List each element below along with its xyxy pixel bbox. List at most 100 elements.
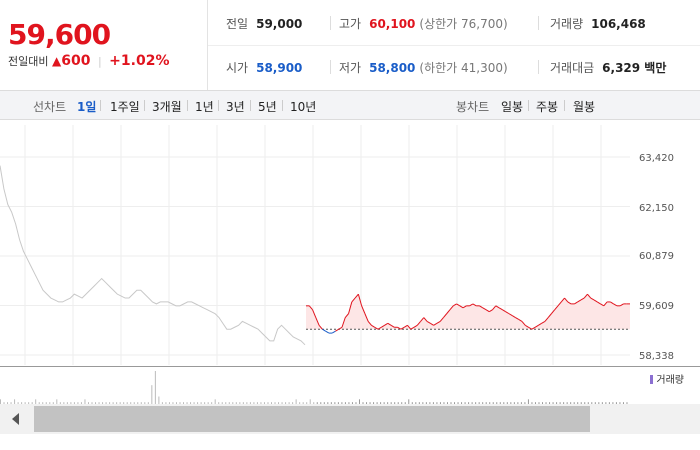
series-segment-up bbox=[364, 313, 369, 322]
volume-bar bbox=[267, 402, 269, 405]
volume-bar bbox=[168, 402, 170, 405]
low-value: 58,800 bbox=[369, 61, 416, 75]
volume-bar bbox=[341, 402, 343, 405]
series-segment-up bbox=[338, 326, 343, 330]
tab-period-5y[interactable]: 5년 bbox=[258, 100, 277, 114]
volume-bar bbox=[506, 402, 508, 405]
chart-period-bar: 선차트 1일 1주일 3개월 1년 3년 5년 10년 봉차트 일봉 주봉 월봉 bbox=[0, 91, 700, 120]
volume-bar bbox=[214, 399, 216, 405]
volume-bar bbox=[612, 402, 614, 405]
series-segment-up bbox=[498, 307, 503, 311]
series-segment-up bbox=[315, 317, 320, 326]
volume-bar bbox=[499, 402, 501, 405]
volume-bar bbox=[200, 402, 202, 405]
volume-bar bbox=[3, 402, 5, 405]
price-chart: 63,420 62,150 60,879 59,609 58,338 bbox=[0, 120, 700, 365]
volume-bar bbox=[598, 402, 600, 405]
divider bbox=[564, 100, 565, 111]
volume-bar bbox=[622, 402, 624, 405]
series-segment-up bbox=[603, 301, 608, 307]
series-segment-up bbox=[551, 309, 556, 314]
series-segment-down bbox=[322, 328, 326, 332]
divider bbox=[100, 100, 101, 111]
tab-period-3m[interactable]: 3개월 bbox=[152, 100, 182, 114]
volume-bar bbox=[263, 402, 265, 405]
tab-period-3y[interactable]: 3년 bbox=[226, 100, 245, 114]
price-summary: 59,600 전일대비 ▲600 | +1.02% bbox=[0, 0, 208, 90]
y-tick-label: 58,338 bbox=[639, 351, 674, 362]
volume-bar bbox=[232, 402, 234, 405]
tab-period-10y[interactable]: 10년 bbox=[290, 100, 317, 114]
volume-bar bbox=[478, 402, 480, 405]
tab-period-1y[interactable]: 1년 bbox=[195, 100, 214, 114]
tab-period-1d[interactable]: 1일 bbox=[77, 100, 97, 114]
volume-bar bbox=[147, 402, 149, 405]
volume-bar bbox=[626, 402, 628, 405]
volume-bar bbox=[591, 402, 593, 405]
series-segment-up bbox=[469, 303, 474, 307]
volume-bar bbox=[144, 402, 146, 405]
volume-bar bbox=[415, 402, 417, 405]
volume-bar bbox=[461, 402, 463, 405]
series-segment-up bbox=[485, 309, 490, 313]
volume-bar bbox=[190, 402, 192, 405]
series-segment-up bbox=[587, 293, 592, 299]
upper-limit: (상한가 76,700) bbox=[419, 17, 508, 31]
series-segment-up bbox=[387, 322, 392, 326]
page-bottom bbox=[0, 434, 700, 450]
chevron-left-icon bbox=[12, 413, 19, 425]
series-segment-up bbox=[446, 309, 451, 314]
series-segment-up bbox=[495, 305, 500, 309]
volume-bar bbox=[443, 402, 445, 405]
series-segment-up bbox=[511, 315, 516, 318]
tab-period-1w[interactable]: 1주일 bbox=[110, 100, 140, 114]
quote-header: 59,600 전일대비 ▲600 | +1.02% 전일 59,000 고가 60,… bbox=[0, 0, 700, 91]
series-segment-up bbox=[361, 305, 366, 314]
volume-bar bbox=[471, 402, 473, 405]
scroll-thumb[interactable] bbox=[34, 406, 590, 432]
series-segment-up bbox=[453, 303, 457, 307]
volume-bar bbox=[175, 402, 177, 405]
volume-bar bbox=[112, 402, 114, 405]
series-segment-up bbox=[462, 305, 467, 309]
volume-bar bbox=[577, 402, 579, 405]
volume-bar bbox=[56, 399, 58, 405]
volume-bar bbox=[373, 402, 375, 405]
series-segment-up bbox=[518, 319, 523, 322]
change-percent: +1.02% bbox=[109, 53, 170, 69]
volume-bar bbox=[587, 402, 589, 405]
volume-bar bbox=[446, 402, 448, 405]
volume-bar bbox=[605, 402, 607, 405]
volume-bar bbox=[133, 402, 135, 405]
volume-bar bbox=[165, 402, 167, 405]
volume-chart-svg bbox=[0, 371, 628, 405]
series-segment-up bbox=[390, 324, 395, 328]
volume-legend-label: 거래량 bbox=[656, 375, 684, 386]
volume-bar bbox=[594, 402, 596, 405]
tab-candle-weekly[interactable]: 주봉 bbox=[536, 100, 559, 114]
quote-stats: 전일 59,000 고가 60,100 (상한가 76,700) 거래량 106,468… bbox=[208, 0, 700, 90]
chart-scrollbar[interactable] bbox=[0, 404, 700, 434]
series-segment-up bbox=[492, 305, 497, 311]
tab-candle-monthly[interactable]: 월봉 bbox=[573, 100, 596, 114]
volume-label: 거래량 bbox=[550, 17, 584, 31]
volume-bar bbox=[608, 402, 610, 405]
tab-candle-daily[interactable]: 일봉 bbox=[501, 100, 524, 114]
volume-bar bbox=[411, 402, 413, 405]
series-segment-up bbox=[521, 321, 526, 326]
volume-bar bbox=[239, 402, 241, 405]
series-segment-up bbox=[544, 317, 549, 322]
series-segment-up bbox=[397, 326, 402, 330]
stat-high: 고가 60,100 (상한가 76,700) bbox=[339, 15, 508, 32]
scroll-left-button[interactable] bbox=[0, 404, 30, 434]
series-segment-up bbox=[430, 322, 434, 326]
volume-bar bbox=[87, 402, 89, 405]
series-segment-down bbox=[331, 330, 336, 334]
low-label: 저가 bbox=[339, 61, 362, 75]
volume-bar bbox=[299, 402, 301, 405]
volume-bar bbox=[63, 402, 65, 405]
volume-bar bbox=[158, 396, 160, 405]
series-segment-up bbox=[593, 299, 598, 303]
divider bbox=[330, 60, 331, 74]
volume-bar bbox=[454, 402, 456, 405]
